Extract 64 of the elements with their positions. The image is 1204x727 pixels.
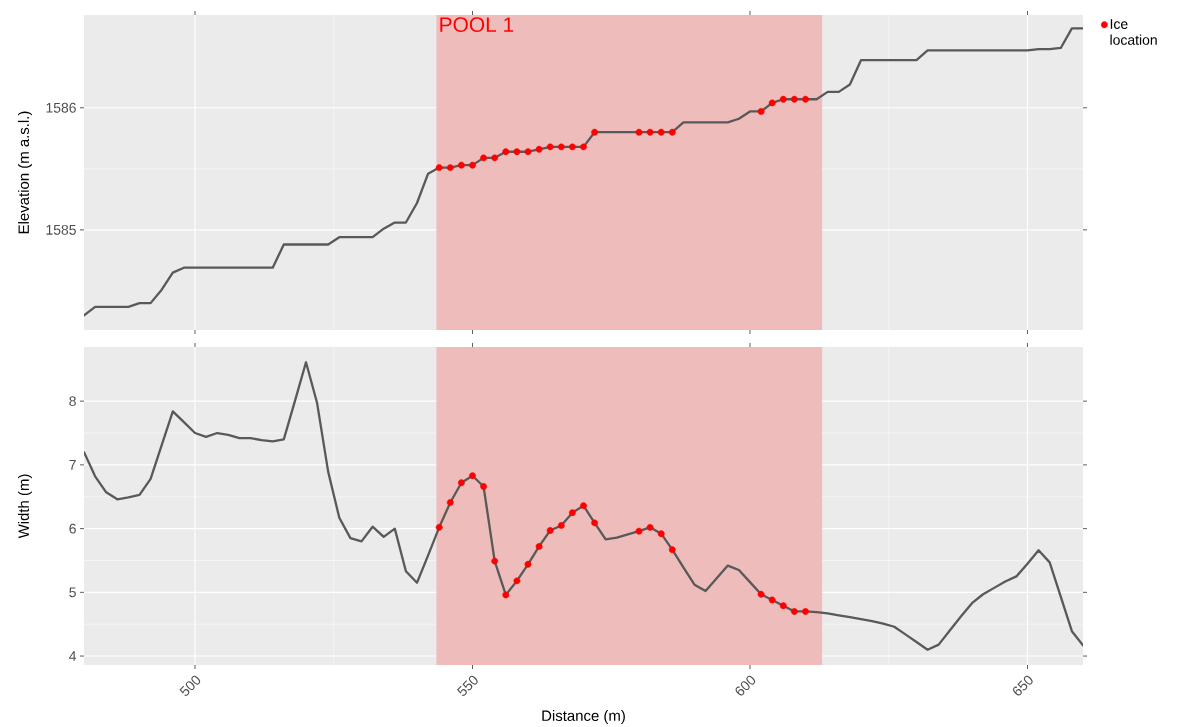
point bbox=[668, 546, 676, 553]
point bbox=[557, 521, 565, 529]
point bbox=[757, 590, 765, 598]
point bbox=[513, 148, 521, 156]
point bbox=[469, 161, 476, 169]
y-tick-label: 6 bbox=[69, 523, 76, 534]
point bbox=[435, 523, 443, 531]
y-tick-label: 7 bbox=[69, 459, 76, 470]
point bbox=[646, 128, 654, 136]
y-axis-title: Elevation (m a.s.l.) bbox=[18, 111, 32, 234]
point bbox=[491, 154, 499, 162]
point bbox=[446, 164, 454, 171]
point bbox=[635, 527, 643, 535]
point bbox=[802, 607, 809, 615]
point bbox=[480, 154, 487, 162]
point bbox=[657, 530, 665, 537]
point bbox=[458, 479, 465, 486]
x-tick-label: 550 bbox=[456, 675, 478, 696]
point bbox=[768, 596, 776, 604]
point bbox=[535, 145, 543, 153]
point bbox=[668, 128, 676, 136]
band-label: POOL 1 bbox=[440, 17, 514, 32]
point bbox=[546, 527, 554, 534]
point bbox=[524, 560, 532, 568]
x-tick-label: 500 bbox=[179, 675, 201, 696]
legend-label: Ice location bbox=[1110, 19, 1157, 45]
point bbox=[757, 107, 765, 115]
point bbox=[802, 95, 809, 103]
point bbox=[480, 483, 487, 490]
point bbox=[580, 143, 587, 151]
y-axis-title: Width (m) bbox=[18, 474, 32, 539]
point bbox=[546, 143, 554, 151]
y-tick-label: 4 bbox=[69, 651, 77, 661]
x-tick-label: 650 bbox=[1013, 675, 1033, 696]
point bbox=[513, 577, 521, 585]
point bbox=[446, 498, 454, 506]
point bbox=[524, 148, 532, 156]
point bbox=[790, 95, 798, 103]
point bbox=[646, 523, 654, 531]
point bbox=[502, 148, 510, 156]
point bbox=[435, 164, 443, 171]
point bbox=[491, 557, 499, 565]
point bbox=[790, 607, 798, 615]
x-axis-title: Distance (m) bbox=[542, 709, 625, 724]
point bbox=[569, 509, 576, 516]
point bbox=[591, 519, 598, 527]
y-tick-label: 8 bbox=[69, 396, 76, 406]
point bbox=[779, 95, 787, 103]
point bbox=[635, 128, 643, 136]
point bbox=[458, 161, 465, 169]
point bbox=[768, 99, 776, 107]
point bbox=[557, 143, 565, 151]
y-tick-label: 1585 bbox=[46, 224, 76, 235]
y-tick-label: 5 bbox=[69, 587, 76, 598]
point bbox=[657, 128, 665, 136]
point bbox=[779, 602, 787, 609]
point bbox=[535, 542, 543, 550]
point bbox=[502, 591, 510, 599]
point bbox=[469, 472, 476, 479]
x-tick-label: 600 bbox=[735, 675, 756, 696]
point bbox=[569, 143, 576, 151]
point bbox=[580, 502, 587, 509]
y-tick-label: 1586 bbox=[46, 102, 76, 113]
point bbox=[591, 128, 598, 136]
